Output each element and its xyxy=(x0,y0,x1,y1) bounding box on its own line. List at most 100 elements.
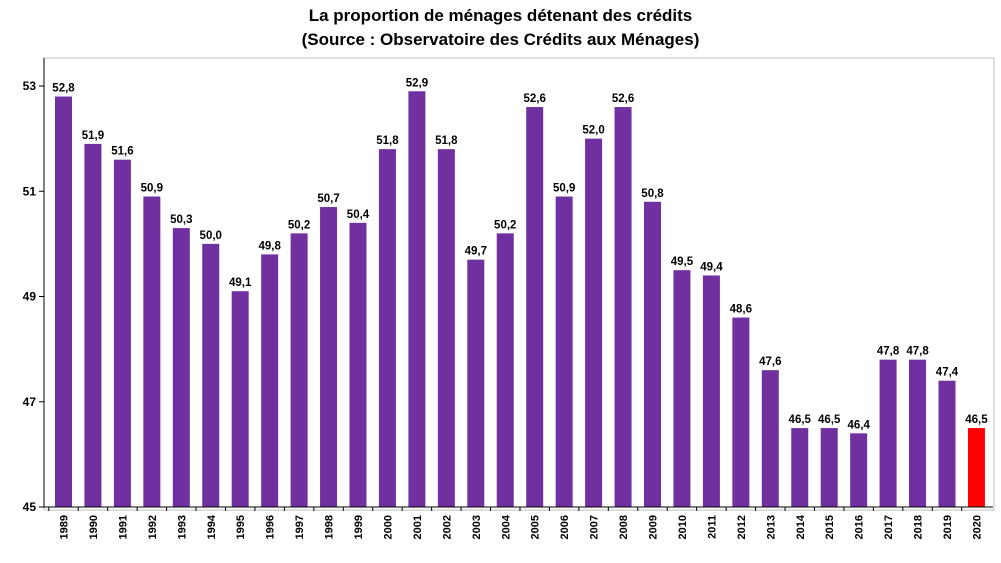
x-tick-label: 2008 xyxy=(618,515,630,539)
bar-1997 xyxy=(290,233,308,507)
value-label: 52,6 xyxy=(524,93,546,105)
bar-2008 xyxy=(614,107,632,508)
value-label: 49,5 xyxy=(671,256,694,268)
x-tick-label: 2004 xyxy=(500,514,512,539)
x-tick-label: 2001 xyxy=(412,515,424,539)
value-label: 52,9 xyxy=(406,77,428,89)
x-tick-label: 2009 xyxy=(648,515,660,539)
x-tick-label: 1998 xyxy=(324,515,336,539)
bar-1990 xyxy=(84,143,102,507)
bar-1991 xyxy=(113,159,131,508)
value-label: 47,8 xyxy=(906,346,929,358)
bar-1994 xyxy=(202,243,220,507)
x-tick-label: 2019 xyxy=(942,515,954,539)
x-tick-label: 2003 xyxy=(471,515,483,539)
bar-2006 xyxy=(555,196,573,507)
x-tick-label: 1993 xyxy=(176,515,188,539)
x-tick-label: 2017 xyxy=(883,515,895,539)
value-label: 46,5 xyxy=(965,414,988,426)
bar-1992 xyxy=(143,196,161,507)
y-tick-label: 49 xyxy=(23,290,37,304)
bar-2010 xyxy=(673,270,691,507)
x-tick-label: 2012 xyxy=(736,515,748,539)
value-label: 50,8 xyxy=(641,188,664,200)
bar-2012 xyxy=(732,317,750,507)
x-tick-label: 1991 xyxy=(117,515,129,539)
x-tick-label: 2007 xyxy=(589,515,601,539)
value-label: 47,8 xyxy=(877,346,900,358)
bar-2019 xyxy=(938,380,956,507)
x-tick-label: 1996 xyxy=(265,515,277,539)
bar-2016 xyxy=(850,433,868,507)
value-label: 50,7 xyxy=(317,193,339,205)
value-label: 46,4 xyxy=(847,419,870,431)
x-tick-label: 2010 xyxy=(677,515,689,539)
value-label: 50,9 xyxy=(553,183,575,195)
value-label: 50,3 xyxy=(170,214,192,226)
bar-2018 xyxy=(909,359,927,507)
y-tick-label: 45 xyxy=(23,500,37,514)
x-tick-label: 2018 xyxy=(913,515,925,539)
x-tick-label: 1994 xyxy=(206,514,218,539)
value-label: 49,8 xyxy=(258,240,281,252)
x-tick-label: 2002 xyxy=(441,515,453,539)
bar-2014 xyxy=(791,428,809,507)
value-label: 52,8 xyxy=(52,83,75,95)
value-label: 50,2 xyxy=(288,219,310,231)
bar-2005 xyxy=(526,107,544,508)
bar-2020 xyxy=(967,428,985,507)
y-tick-label: 53 xyxy=(23,79,37,93)
value-label: 51,6 xyxy=(111,146,133,158)
bar-2007 xyxy=(585,138,603,507)
value-label: 46,5 xyxy=(818,414,841,426)
value-label: 52,6 xyxy=(612,93,634,105)
x-tick-label: 2015 xyxy=(824,515,836,539)
x-tick-label: 2006 xyxy=(559,515,571,539)
x-tick-label: 1989 xyxy=(59,515,71,539)
x-tick-label: 1995 xyxy=(235,515,247,539)
value-label: 47,4 xyxy=(936,367,959,379)
bar-2001 xyxy=(408,91,426,507)
y-tick-label: 47 xyxy=(23,395,37,409)
value-label: 50,2 xyxy=(494,219,516,231)
x-tick-label: 2011 xyxy=(706,515,718,539)
x-tick-label: 2014 xyxy=(795,514,807,539)
bar-2017 xyxy=(879,359,897,507)
chart-title: La proportion de ménages détenant des cr… xyxy=(308,6,693,25)
value-label: 50,9 xyxy=(141,183,163,195)
bar-2002 xyxy=(437,149,455,507)
value-label: 50,0 xyxy=(200,230,222,242)
value-label: 49,4 xyxy=(700,261,723,273)
bar-1998 xyxy=(320,207,338,507)
value-label: 51,8 xyxy=(435,135,458,147)
x-tick-label: 2005 xyxy=(530,515,542,539)
value-label: 47,6 xyxy=(759,356,781,368)
bar-2000 xyxy=(378,149,396,507)
x-tick-label: 2016 xyxy=(854,515,866,539)
bar-2013 xyxy=(761,370,779,507)
value-label: 46,5 xyxy=(789,414,812,426)
bar-2004 xyxy=(496,233,514,507)
bar-1993 xyxy=(172,228,190,507)
x-tick-label: 1992 xyxy=(147,515,159,539)
value-label: 50,4 xyxy=(347,209,370,221)
value-label: 51,9 xyxy=(82,130,104,142)
y-tick-label: 51 xyxy=(23,184,37,198)
value-label: 52,0 xyxy=(582,125,604,137)
x-tick-label: 1999 xyxy=(353,515,365,539)
bar-2011 xyxy=(702,275,720,507)
x-tick-label: 2000 xyxy=(382,515,394,539)
x-tick-label: 2020 xyxy=(971,515,983,539)
bar-1989 xyxy=(55,96,72,508)
x-tick-label: 1990 xyxy=(88,515,100,539)
value-label: 49,7 xyxy=(465,246,487,258)
chart-subtitle: (Source : Observatoire des Crédits aux M… xyxy=(301,30,700,49)
bar-1999 xyxy=(349,222,367,507)
value-label: 48,6 xyxy=(730,304,752,316)
bar-2009 xyxy=(644,201,661,507)
x-tick-label: 2013 xyxy=(765,515,777,539)
value-label: 49,1 xyxy=(229,277,252,289)
value-label: 51,8 xyxy=(376,135,399,147)
bar-1996 xyxy=(261,254,279,507)
